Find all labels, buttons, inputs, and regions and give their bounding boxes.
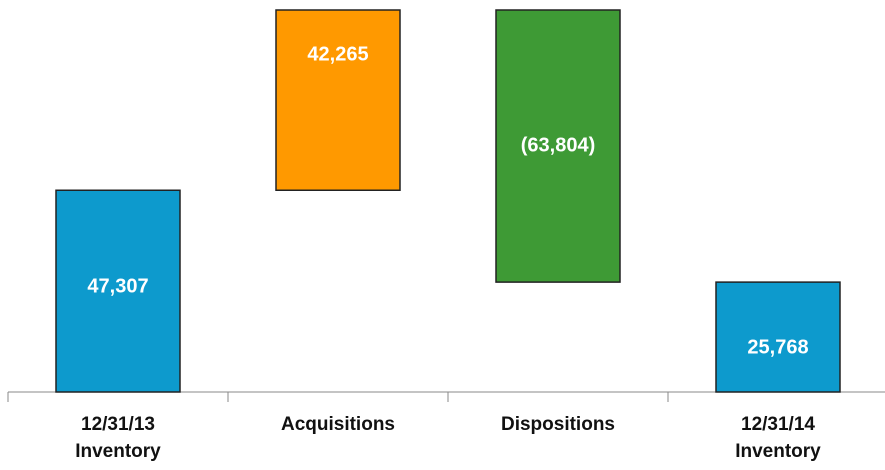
x-tick-label: Inventory <box>735 441 821 462</box>
x-tick-label: Inventory <box>75 441 161 462</box>
value-label: 25,768 <box>747 336 808 358</box>
bar <box>275 9 401 191</box>
bar <box>55 189 181 393</box>
x-tick-label: 12/31/13 <box>81 414 155 435</box>
x-tick-label: 12/31/14 <box>741 414 815 435</box>
bar <box>495 9 621 283</box>
value-label: 47,307 <box>87 275 148 297</box>
value-label: (63,804) <box>521 134 596 156</box>
x-tick-label: Acquisitions <box>281 414 395 435</box>
value-label: 42,265 <box>307 43 368 65</box>
bar <box>715 281 841 393</box>
x-tick-label: Dispositions <box>501 414 615 435</box>
